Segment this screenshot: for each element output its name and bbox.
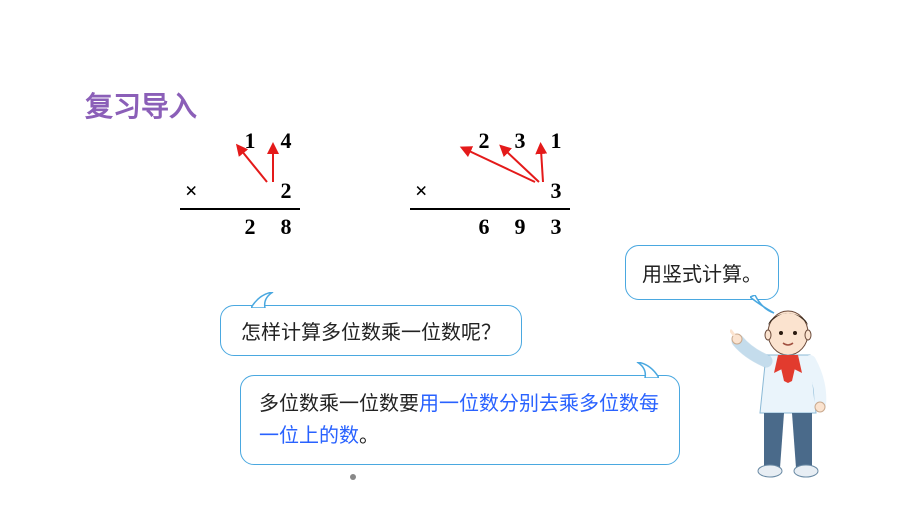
calc-problem-2: 2 3 1 × 3 6 9 3 bbox=[445, 128, 565, 240]
calc2-res-2: 3 bbox=[547, 214, 565, 240]
bubble-bottom-pre: 多位数乘一位数要 bbox=[259, 393, 419, 415]
pointer-dot bbox=[350, 474, 356, 480]
speech-bubble-question: 怎样计算多位数乘一位数呢？ bbox=[220, 305, 522, 356]
calc2-top-1: 3 bbox=[511, 128, 529, 154]
calc2-operator: × bbox=[415, 178, 428, 204]
calc1-bottom-0: 2 bbox=[277, 178, 295, 204]
calc2-line bbox=[410, 208, 570, 210]
calc2-res-1: 9 bbox=[511, 214, 529, 240]
section-title: 复习导入 bbox=[85, 85, 197, 125]
calc1-line bbox=[180, 208, 300, 210]
calc2-bottom-0: 3 bbox=[547, 178, 565, 204]
calc2-top-0: 2 bbox=[475, 128, 493, 154]
bubble-bottom-post: 。 bbox=[359, 425, 379, 447]
calc1-res-1: 8 bbox=[277, 214, 295, 240]
speech-bubble-instruction: 用竖式计算。 bbox=[625, 245, 779, 300]
calc1-operator: × bbox=[185, 178, 198, 204]
bubble-tail-mid bbox=[251, 292, 279, 308]
speech-bubble-answer: 多位数乘一位数要用一位数分别去乘多位数每一位上的数。 bbox=[240, 375, 680, 465]
calc2-res-0: 6 bbox=[475, 214, 493, 240]
bubble-mid-text: 怎样计算多位数乘一位数呢？ bbox=[241, 322, 501, 344]
calc1-top-0: 1 bbox=[241, 128, 259, 154]
bubble-right-text: 用竖式计算。 bbox=[642, 264, 762, 286]
calc1-top-1: 4 bbox=[277, 128, 295, 154]
student-illustration bbox=[730, 303, 840, 478]
calc1-res-0: 2 bbox=[241, 214, 259, 240]
calc-problem-1: 1 4 × 2 2 8 bbox=[215, 128, 295, 240]
bubble-tail-bottom bbox=[631, 362, 659, 378]
calc2-top-2: 1 bbox=[547, 128, 565, 154]
